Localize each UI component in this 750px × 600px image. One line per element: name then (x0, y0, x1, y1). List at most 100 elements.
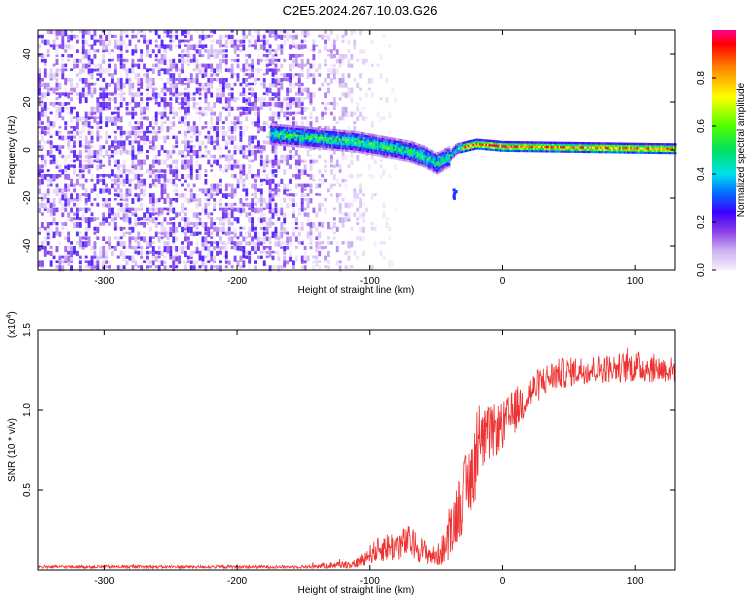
spectrogram-cell (52, 217, 56, 224)
spectrogram-cell (81, 193, 85, 196)
spectrogram-cell (660, 145, 663, 148)
spectrogram-cell (399, 153, 402, 157)
spectrogram-cell (221, 130, 225, 136)
spectrogram-cell (361, 136, 363, 139)
spectrogram-cell (368, 139, 371, 143)
spectrogram-cell (233, 58, 237, 63)
spectrogram-cell (245, 236, 249, 240)
spectrogram-cell (230, 193, 234, 199)
spectrogram-cell (279, 137, 282, 140)
spectrogram-cell (415, 159, 417, 163)
spectrogram-cell (611, 146, 613, 150)
spectrogram-cell (327, 137, 330, 140)
spectrogram-cell (306, 68, 310, 75)
spectrogram-cell (210, 63, 214, 69)
spectrogram-cell (280, 159, 284, 164)
spectrogram-cell (181, 39, 184, 43)
spectrogram-cell (169, 30, 173, 34)
spectrogram-cell (146, 217, 149, 221)
spectrogram-cell (108, 174, 111, 179)
spectrogram-cell (49, 250, 53, 257)
spectrogram-cell (137, 73, 141, 78)
spectrogram-cell (116, 236, 120, 241)
spectrogram-cell (297, 159, 301, 166)
spectrogram-cell (198, 202, 202, 207)
spectrogram-cell (426, 147, 429, 150)
spectrogram-cell (483, 141, 486, 144)
spectrogram-cell (292, 202, 295, 207)
spectrogram-cell (224, 39, 228, 45)
spectrogram-cell (418, 145, 421, 149)
spectrogram-cell (566, 141, 569, 145)
spectrogram-cell (332, 63, 336, 68)
spectrogram-cell (198, 169, 202, 174)
spectrogram-cell (81, 92, 85, 98)
spectrogram-cell (658, 143, 661, 146)
spectrogram-cell (318, 231, 322, 238)
spectrogram-cell (286, 193, 290, 197)
spectrogram-cell (280, 236, 284, 240)
spectrogram-cell (175, 250, 179, 257)
spectrogram-cell (146, 169, 149, 174)
spectrogram-cell (227, 150, 231, 154)
spectrogram-cell (169, 178, 173, 184)
spectrogram-cell (311, 144, 314, 147)
spectrogram-cell (178, 246, 182, 251)
spectrogram-cell (504, 140, 507, 144)
spectrogram-cell (346, 136, 349, 140)
spectrogram-cell (265, 202, 269, 210)
spectrogram-cell (271, 140, 274, 144)
spectrogram-cell (480, 143, 483, 146)
spectrogram-cell (292, 142, 295, 145)
spectrogram-cell (73, 63, 76, 69)
spectrogram-cell (49, 30, 53, 35)
spectrogram-cell (239, 39, 243, 44)
spectrogram-cell (297, 231, 301, 237)
spectrogram-cell (564, 146, 567, 149)
spectrogram-cell (392, 137, 395, 141)
spectrogram-cell (122, 246, 126, 249)
spectrogram-cell (256, 49, 260, 53)
spectrogram-cell (265, 250, 269, 255)
spectrogram-cell (254, 183, 257, 190)
spectrogram-cell (64, 78, 68, 85)
spectrogram-cell (213, 145, 217, 150)
spectrogram-cell (609, 144, 612, 147)
spectrogram-cell (283, 250, 287, 255)
spectrogram-cell (259, 145, 263, 150)
spectrogram-cell (350, 241, 354, 248)
spectrogram-cell (75, 212, 79, 218)
spectrogram-cell (154, 135, 158, 142)
spectrogram-cell (322, 143, 325, 146)
spectrogram-cell (137, 236, 141, 240)
spectrogram-cell (210, 135, 214, 141)
spectrogram-cell (90, 188, 94, 194)
spectrogram-cell (419, 146, 422, 149)
spectrogram-cell (172, 159, 176, 164)
spectrogram-cell (84, 63, 88, 69)
spectrogram-cell (327, 106, 330, 112)
spectrogram-cell (579, 148, 581, 151)
spectrogram-cell (574, 150, 577, 153)
spectrogram-cell (143, 63, 147, 70)
spectrogram-cell (58, 126, 62, 129)
spectrogram-cell (402, 147, 405, 151)
spectrogram-cell (146, 250, 149, 255)
spectrogram-cell (195, 154, 199, 159)
spectrogram-cell (230, 231, 234, 235)
spectrogram-cell (195, 126, 199, 133)
spectrogram-cell (233, 217, 237, 222)
spectrogram-cell (254, 145, 257, 149)
spectrogram-cell (259, 255, 263, 260)
spectrogram-cell (467, 144, 470, 148)
spectrogram-cell (265, 102, 269, 107)
spectrogram-cell (443, 152, 446, 156)
spectrogram-cell (590, 146, 593, 149)
spectrogram-cell (96, 63, 100, 68)
spectrogram-cell (210, 236, 214, 239)
spectrogram-cell (270, 140, 273, 143)
spectrogram-cell (75, 130, 79, 136)
spectrogram-cell (283, 97, 287, 102)
spectrogram-cell (309, 111, 313, 116)
spectrogram-cell (81, 34, 85, 39)
